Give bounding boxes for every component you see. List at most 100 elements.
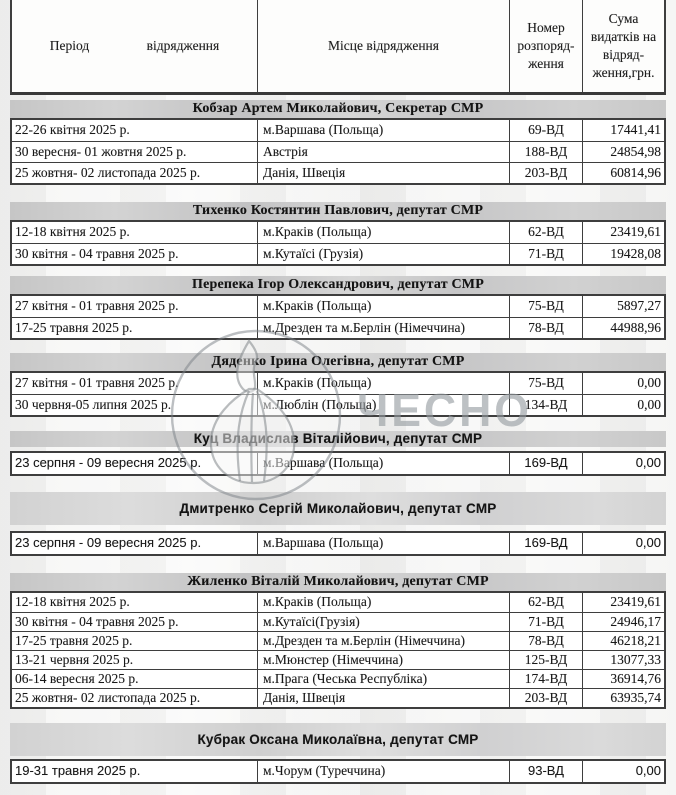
amount-cell: 5897,27 xyxy=(582,296,664,317)
period-cell: 25 жовтня- 02 листопада 2025 р. xyxy=(15,165,201,180)
period-cell: 23 серпня - 09 вересня 2025 р. xyxy=(15,535,202,550)
section-header-name: Дмитренко Сергій Миколайович, депутат СМ… xyxy=(10,492,666,525)
order-number-cell: 71-ВД xyxy=(509,613,582,631)
amount-cell: 0,00 xyxy=(582,533,664,554)
place-cell: м.Кутаїсі (Грузія) xyxy=(257,244,509,264)
table-row: 30 червня-05 липня 2025 р. м.Люблін (Пол… xyxy=(12,394,664,415)
column-header-number: Номер розпоряд-ження xyxy=(509,0,582,92)
section-rows: 27 квітня - 01 травня 2025 р. м.Краків (… xyxy=(10,294,666,340)
order-number-cell: 169-ВД xyxy=(509,453,582,474)
place-cell: м.Варшава (Польща) xyxy=(257,533,509,554)
place-cell: м.Кутаїсі(Грузія) xyxy=(257,613,509,631)
table-row: 19-31 травня 2025 р. м.Чорум (Туреччина)… xyxy=(12,761,664,782)
place-cell: м.Дрезден та м.Берлін (Німеччина) xyxy=(257,632,509,650)
amount-cell: 63935,74 xyxy=(582,689,664,707)
place-cell: м.Краків (Польща) xyxy=(257,222,509,243)
order-number-cell: 134-ВД xyxy=(509,395,582,415)
period-cell: 06-14 вересня 2025 р. xyxy=(15,671,139,686)
table-row: 25 жовтня- 02 листопада 2025 р. Данія, Ш… xyxy=(12,162,664,183)
order-number-cell: 125-ВД xyxy=(509,651,582,669)
period-cell: 12-18 квітня 2025 р. xyxy=(15,224,130,239)
period-cell: 12-18 квітня 2025 р. xyxy=(15,594,130,609)
period-cell: 25 жовтня- 02 листопада 2025 р. xyxy=(15,690,201,705)
section-header-name: Кобзар Артем Миколайович, Секретар СМР xyxy=(10,100,666,118)
amount-cell: 24854,98 xyxy=(582,142,664,162)
period-cell: 30 вересня- 01 жовтня 2025 р. xyxy=(15,144,187,159)
amount-cell: 46218,21 xyxy=(582,632,664,650)
place-cell: м.Прага (Чеська Республіка) xyxy=(257,670,509,688)
official-section-kubrak: Кубрак Оксана Миколаївна, депутат СМР 19… xyxy=(10,723,666,784)
place-cell: Австрія xyxy=(257,142,509,162)
place-cell: м.Варшава (Польща) xyxy=(257,120,509,141)
order-number-cell: 62-ВД xyxy=(509,593,582,612)
place-cell: м.Чорум (Туреччина) xyxy=(257,761,509,782)
section-header-name: Жиленко Віталій Миколайович, депутат СМР xyxy=(10,573,666,591)
section-header-name: Куц Владислав Віталійович, депутат СМР xyxy=(10,431,666,447)
amount-cell: 44988,96 xyxy=(582,318,664,338)
section-header-name: Кубрак Оксана Миколаївна, депутат СМР xyxy=(10,723,666,756)
period-cell: 27 квітня - 01 травня 2025 р. xyxy=(15,298,179,313)
official-section-kuts: Куц Владислав Віталійович, депутат СМР 2… xyxy=(10,431,666,476)
table-row: 30 квітня - 04 травня 2025 р. м.Кутаїсі(… xyxy=(12,612,664,631)
period-cell: 30 квітня - 04 травня 2025 р. xyxy=(15,246,179,261)
table-row: 23 серпня - 09 вересня 2025 р. м.Варшава… xyxy=(12,533,664,554)
period-cell: 30 квітня - 04 травня 2025 р. xyxy=(15,614,179,629)
amount-cell: 13077,33 xyxy=(582,651,664,669)
amount-cell: 24946,17 xyxy=(582,613,664,631)
official-section-diadenko: Дяденко Ірина Олегівна, депутат СМР 27 к… xyxy=(10,353,666,417)
table-header: Період відрядження Місце відрядження Ном… xyxy=(10,0,666,95)
place-cell: м.Люблін (Польща) xyxy=(257,395,509,415)
amount-cell: 23419,61 xyxy=(582,593,664,612)
section-rows: 12-18 квітня 2025 р. м.Краків (Польща) 6… xyxy=(10,220,666,266)
period-cell: 19-31 травня 2025 р. xyxy=(15,763,141,778)
column-header-place: Місце відрядження xyxy=(257,0,509,92)
section-rows: 27 квітня - 01 травня 2025 р. м.Краків (… xyxy=(10,371,666,417)
order-number-cell: 174-ВД xyxy=(509,670,582,688)
official-section-kobzar: Кобзар Артем Миколайович, Секретар СМР 2… xyxy=(10,100,666,185)
column-header-period: Період відрядження xyxy=(49,37,220,53)
period-cell: 17-25 травня 2025 р. xyxy=(15,633,133,648)
place-cell: м.Дрезден та м.Берлін (Німеччина) xyxy=(257,318,509,338)
table-row: 27 квітня - 01 травня 2025 р. м.Краків (… xyxy=(12,373,664,394)
official-section-dmytrenko: Дмитренко Сергій Миколайович, депутат СМ… xyxy=(10,492,666,556)
official-section-zhylenko: Жиленко Віталій Миколайович, депутат СМР… xyxy=(10,573,666,709)
amount-cell: 0,00 xyxy=(582,395,664,415)
place-cell: м.Краків (Польща) xyxy=(257,593,509,612)
amount-cell: 23419,61 xyxy=(582,222,664,243)
order-number-cell: 203-ВД xyxy=(509,163,582,183)
table-row: 30 вересня- 01 жовтня 2025 р. Австрія 18… xyxy=(12,141,664,162)
order-number-cell: 69-ВД xyxy=(509,120,582,141)
order-number-cell: 188-ВД xyxy=(509,142,582,162)
section-rows: 22-26 квітня 2025 р. м.Варшава (Польща) … xyxy=(10,118,666,185)
section-rows: 23 серпня - 09 вересня 2025 р. м.Варшава… xyxy=(10,531,666,556)
section-rows: 12-18 квітня 2025 р. м.Краків (Польща) 6… xyxy=(10,591,666,709)
official-section-perepeka: Перепека Ігор Олександрович, депутат СМР… xyxy=(10,276,666,340)
section-header-name: Перепека Ігор Олександрович, депутат СМР xyxy=(10,276,666,294)
official-section-tykhenko: Тихенко Костянтин Павлович, депутат СМР … xyxy=(10,202,666,266)
table-row: 30 квітня - 04 травня 2025 р. м.Кутаїсі … xyxy=(12,243,664,264)
table-row: 12-18 квітня 2025 р. м.Краків (Польща) 6… xyxy=(12,222,664,243)
place-cell: м.Краків (Польща) xyxy=(257,296,509,317)
place-cell: Данія, Швеція xyxy=(257,689,509,707)
table-row: 12-18 квітня 2025 р. м.Краків (Польща) 6… xyxy=(12,593,664,612)
table-row: 17-25 травня 2025 р. м.Дрезден та м.Берл… xyxy=(12,317,664,338)
order-number-cell: 75-ВД xyxy=(509,373,582,394)
amount-cell: 0,00 xyxy=(582,761,664,782)
amount-cell: 60814,96 xyxy=(582,163,664,183)
amount-cell: 0,00 xyxy=(582,453,664,474)
place-cell: м.Мюнстер (Німеччина) xyxy=(257,651,509,669)
amount-cell: 19428,08 xyxy=(582,244,664,264)
period-cell: 30 червня-05 липня 2025 р. xyxy=(15,397,172,412)
table-row: 13-21 червня 2025 р. м.Мюнстер (Німеччин… xyxy=(12,650,664,669)
period-cell: 23 серпня - 09 вересня 2025 р. xyxy=(15,455,202,470)
amount-cell: 17441,41 xyxy=(582,120,664,141)
order-number-cell: 203-ВД xyxy=(509,689,582,707)
section-rows: 19-31 травня 2025 р. м.Чорум (Туреччина)… xyxy=(10,759,666,784)
place-cell: м.Краків (Польща) xyxy=(257,373,509,394)
table-row: 25 жовтня- 02 листопада 2025 р. Данія, Ш… xyxy=(12,688,664,707)
section-header-name: Тихенко Костянтин Павлович, депутат СМР xyxy=(10,202,666,220)
period-cell: 17-25 травня 2025 р. xyxy=(15,320,133,335)
section-rows: 23 серпня - 09 вересня 2025 р. м.Варшава… xyxy=(10,451,666,476)
table-row: 27 квітня - 01 травня 2025 р. м.Краків (… xyxy=(12,296,664,317)
